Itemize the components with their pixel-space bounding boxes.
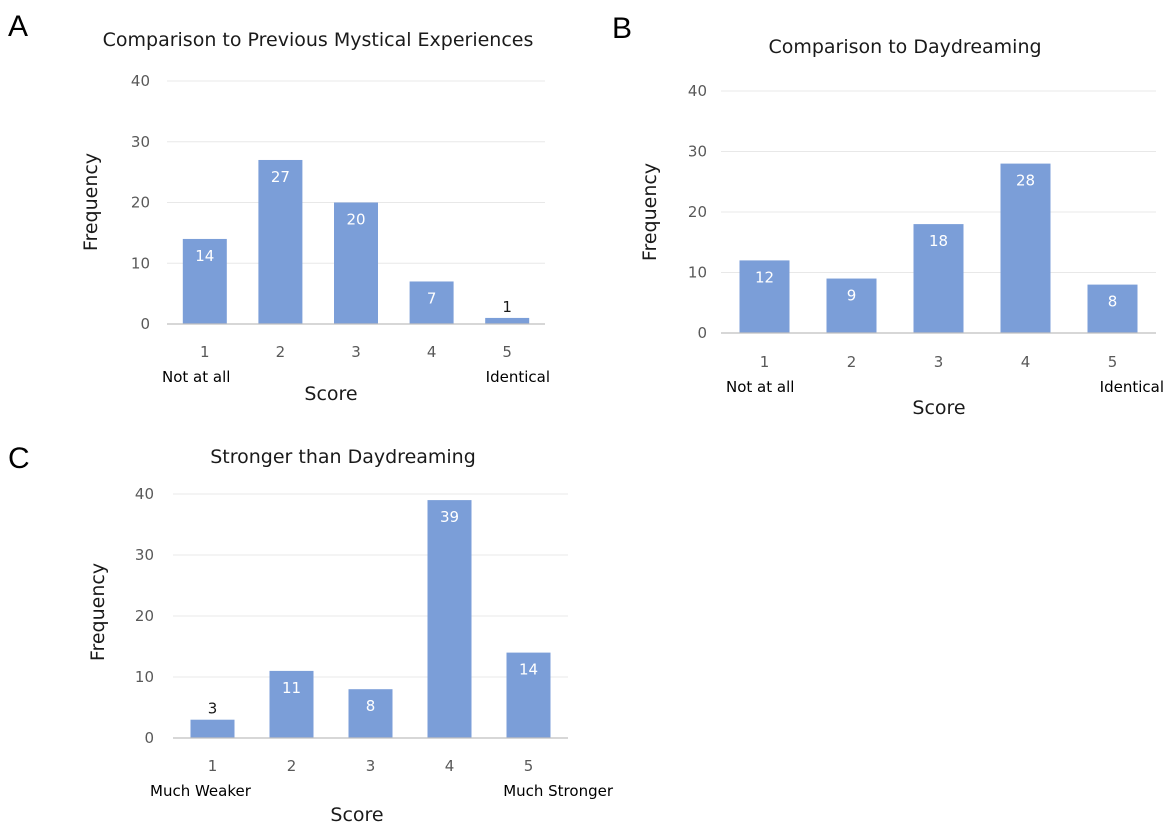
- x-tick-label: 3: [934, 353, 944, 371]
- data-label: 7: [427, 289, 437, 307]
- data-label: 8: [1108, 293, 1118, 311]
- y-tick-label: 10: [131, 254, 150, 272]
- x-anchor-label-low: Not at all: [726, 378, 794, 396]
- y-tick-label: 30: [688, 143, 707, 161]
- y-axis-label: Frequency: [639, 163, 661, 261]
- bar: [739, 260, 790, 333]
- data-label: 28: [1016, 172, 1035, 190]
- x-tick-label: 2: [276, 343, 286, 361]
- bar: [258, 159, 303, 324]
- chart-panel-b: B Comparison to Daydreaming Frequency Sc…: [612, 12, 1164, 419]
- plot-area: 0 10 20 30 40 12 1 9 2 18 3 28 4 8 5: [688, 82, 1156, 371]
- chart-panel-c: C Stronger than Daydreaming Frequency Sc…: [8, 442, 614, 826]
- x-tick-label: 2: [287, 757, 297, 775]
- data-label: 27: [271, 168, 290, 186]
- x-tick-label: 5: [1108, 353, 1118, 371]
- data-label: 20: [346, 211, 365, 229]
- x-tick-label: 5: [524, 757, 534, 775]
- bar: [269, 670, 314, 738]
- y-tick-label: 30: [131, 133, 150, 151]
- x-tick-label: 4: [427, 343, 437, 361]
- y-axis-label: Frequency: [87, 563, 109, 661]
- x-axis-label: Score: [330, 804, 383, 826]
- bar: [409, 281, 454, 324]
- data-label: 39: [440, 508, 459, 526]
- x-tick-label: 1: [208, 757, 218, 775]
- data-label: 12: [755, 268, 774, 286]
- panel-letter-a: A: [8, 10, 28, 43]
- x-anchor-label-low: Not at all: [162, 368, 230, 386]
- data-label: 18: [929, 232, 948, 250]
- x-tick-label: 1: [200, 343, 210, 361]
- chart-panel-a: A Comparison to Previous Mystical Experi…: [8, 10, 550, 405]
- plot-area: 0 10 20 30 40 14 1 27 2 20 3 7 4 1 5: [131, 72, 545, 361]
- bar: [1000, 163, 1051, 333]
- bar: [826, 278, 877, 333]
- bar: [190, 719, 235, 738]
- bar: [1087, 284, 1138, 333]
- data-label: 8: [366, 697, 376, 715]
- y-tick-label: 30: [135, 546, 154, 564]
- data-label: 14: [519, 661, 538, 679]
- data-label: 1: [502, 298, 512, 316]
- bar: [913, 224, 964, 333]
- bar: [485, 317, 530, 324]
- y-tick-label: 40: [135, 485, 154, 503]
- x-tick-label: 3: [366, 757, 376, 775]
- x-anchor-label-high: Much Stronger: [503, 782, 614, 800]
- y-tick-label: 20: [135, 607, 154, 625]
- data-label: 11: [282, 679, 301, 697]
- y-tick-label: 40: [131, 72, 150, 90]
- y-tick-label: 20: [688, 203, 707, 221]
- y-tick-label: 0: [697, 324, 707, 342]
- x-anchor-label-high: Identical: [486, 368, 550, 386]
- bar: [334, 202, 378, 324]
- x-axis-label: Score: [304, 383, 357, 405]
- x-tick-label: 4: [445, 757, 455, 775]
- data-label: 14: [195, 247, 214, 265]
- y-tick-label: 0: [140, 315, 150, 333]
- x-tick-label: 3: [351, 343, 361, 361]
- x-anchor-label-low: Much Weaker: [150, 782, 252, 800]
- y-tick-label: 0: [144, 729, 154, 747]
- x-tick-label: 1: [760, 353, 770, 371]
- data-label: 3: [208, 700, 218, 718]
- x-tick-label: 5: [502, 343, 512, 361]
- y-tick-label: 10: [688, 264, 707, 282]
- data-label: 9: [847, 287, 857, 305]
- bar: [506, 652, 551, 738]
- chart-title: Stronger than Daydreaming: [210, 446, 476, 468]
- y-axis-label: Frequency: [80, 153, 102, 251]
- bar: [348, 689, 393, 738]
- bar: [182, 238, 227, 324]
- x-axis-label: Score: [912, 397, 965, 419]
- chart-title: Comparison to Previous Mystical Experien…: [103, 29, 534, 51]
- panel-letter-c: C: [8, 442, 30, 475]
- chart-title: Comparison to Daydreaming: [768, 36, 1041, 58]
- y-tick-label: 10: [135, 668, 154, 686]
- x-anchor-label-high: Identical: [1100, 378, 1164, 396]
- bar: [427, 500, 472, 738]
- y-tick-label: 20: [131, 194, 150, 212]
- x-tick-label: 4: [1021, 353, 1031, 371]
- y-tick-label: 40: [688, 82, 707, 100]
- x-tick-label: 2: [847, 353, 857, 371]
- panel-letter-b: B: [612, 12, 632, 45]
